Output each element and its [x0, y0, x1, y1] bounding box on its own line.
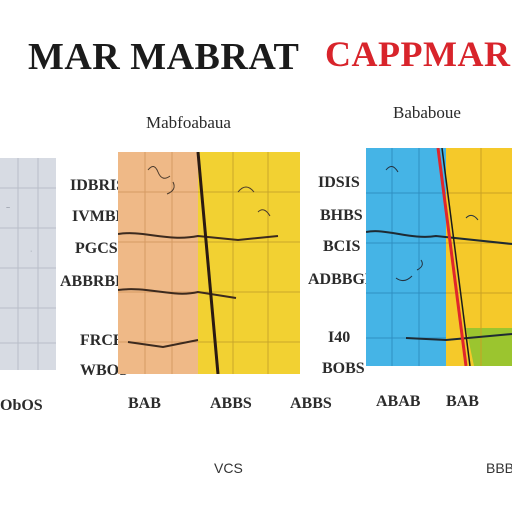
red-divider-line — [436, 148, 468, 366]
svg-text:~: ~ — [6, 205, 10, 212]
bottom-label-5: ABAB — [376, 393, 421, 410]
middle-label-1: IDSIS — [318, 174, 360, 191]
left-label-4: ABBRBB — [60, 273, 126, 290]
footer-right-label: BBB — [486, 460, 512, 476]
svg-text:·: · — [30, 248, 32, 255]
bottom-label-4: ABBS — [290, 395, 332, 412]
middle-label-5: I40 — [328, 329, 351, 346]
middle-label-4: ADBBGB — [308, 271, 376, 288]
title-right: CAPPMAR — [325, 34, 511, 74]
black-divider-line — [196, 152, 220, 374]
map-right — [366, 148, 512, 366]
bottom-label-2: BAB — [128, 395, 161, 412]
panel-gray-grid: ~ · — [0, 158, 56, 370]
bottom-label-6: BAB — [446, 393, 479, 410]
bottom-label-1: ObOS — [0, 397, 43, 414]
map-center-left-drawing — [118, 152, 300, 374]
footer-center-label: VCS — [214, 460, 243, 476]
map-right-drawing — [366, 148, 512, 366]
middle-label-6: BOBS — [322, 360, 365, 377]
left-label-2: IVMBB — [72, 208, 127, 225]
left-label-5: FRCB — [80, 332, 124, 349]
middle-label-3: BCIS — [323, 238, 361, 255]
title-left: MAR MABRAT — [28, 36, 300, 78]
panel-gray-left: ~ · — [0, 158, 56, 370]
left-label-1: IDBRIS — [70, 177, 126, 194]
subhead-left: Mabfoabaua — [146, 113, 231, 132]
left-label-3: PGCS — [75, 240, 118, 257]
middle-label-2: BHBS — [320, 207, 363, 224]
bottom-label-3: ABBS — [210, 395, 252, 412]
subhead-right: Bababoue — [393, 103, 461, 122]
map-center-left — [118, 152, 300, 374]
left-label-6: WBOS — [80, 362, 129, 379]
